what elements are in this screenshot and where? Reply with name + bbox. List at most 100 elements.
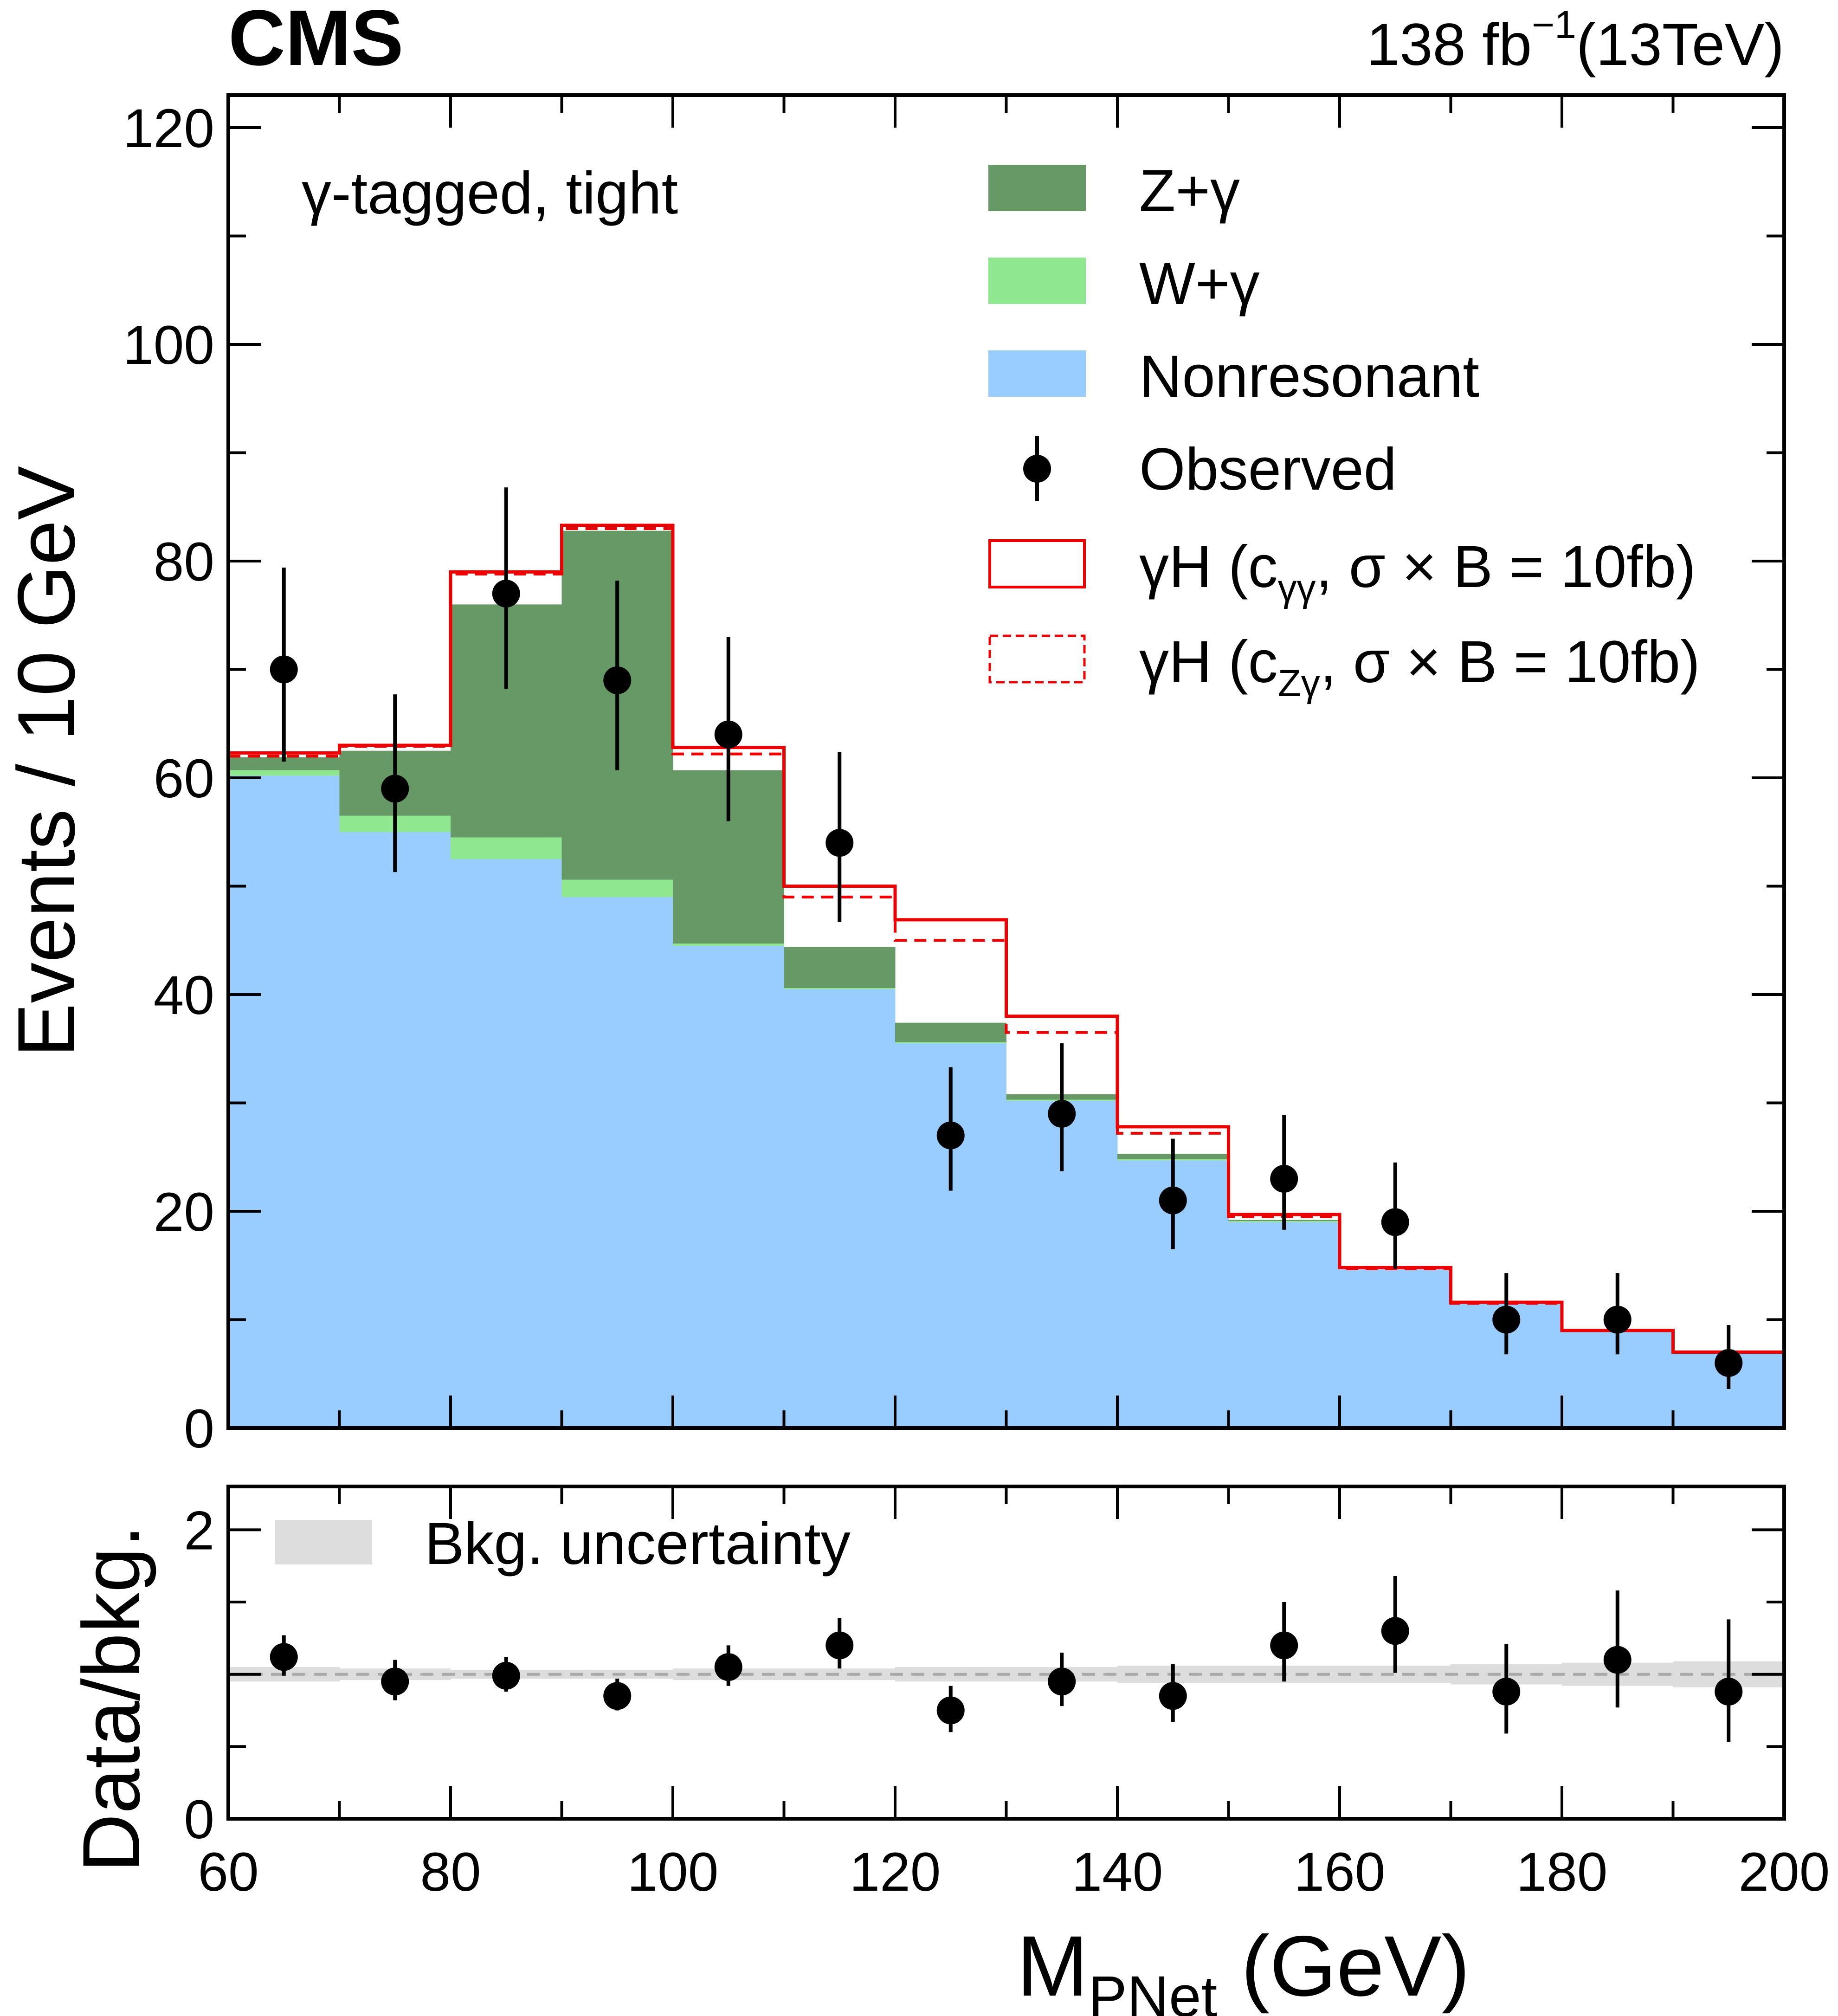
ratio-point-4 <box>714 1653 742 1681</box>
category-annotation: γ-tagged, tight <box>302 160 678 226</box>
legend-swatch-nonresonant <box>988 350 1086 397</box>
main-y-tick-label: 120 <box>123 98 214 159</box>
ratio-panel: 0 2 60 80 100 120 140 160 180 200 Bkg. uncertaint… <box>66 1485 1830 2016</box>
ratio-y-axis-label: Data/bkg. <box>66 1525 157 1872</box>
legend-swatch-observed <box>1023 455 1051 483</box>
x-axis-label-subscript: PNet <box>1088 1964 1217 2016</box>
ratio-point-7 <box>1048 1667 1076 1696</box>
x-tick-label: 120 <box>850 1842 941 1903</box>
legend-label-signal-cgg-rest: , σ × B = 10fb) <box>1316 534 1696 600</box>
ratio-point-3 <box>603 1682 632 1710</box>
lumi-value: 138 fb <box>1367 12 1532 78</box>
ratio-point-1 <box>381 1667 409 1696</box>
x-tick-label: 80 <box>420 1842 481 1903</box>
main-legend: Z+γ W+γ Nonresonant Observed γH (cγγ, σ × B … <box>988 158 1700 704</box>
legend-label-signal-cgg: γH (cγγ, σ × B = 10fb) <box>1139 534 1696 609</box>
ratio-point-5 <box>825 1631 854 1660</box>
legend-swatch-bkg-uncertainty <box>275 1520 372 1564</box>
legend-label-z-gamma: Z+γ <box>1139 158 1240 224</box>
ratio-frame <box>226 1485 1786 1821</box>
bar-nonresonant-2 <box>451 859 562 1428</box>
lumi-label: 138 fb−1(13TeV) <box>1367 3 1784 78</box>
bar-w_gamma-2 <box>451 837 562 859</box>
legend-label-nonresonant: Nonresonant <box>1139 343 1479 410</box>
bar-w_gamma-6 <box>895 1042 1006 1044</box>
x-tick-label: 140 <box>1072 1842 1163 1903</box>
main-y-axis-label: Events / 10 GeV <box>1 466 92 1057</box>
ratio-points <box>270 1576 1743 1743</box>
ratio-point-11 <box>1492 1678 1521 1706</box>
bar-nonresonant-0 <box>228 775 340 1428</box>
bar-nonresonant-9 <box>1228 1222 1340 1428</box>
main-panel: 0 20 40 60 80 100 120 γ-tagged, tight Events /… <box>1 93 1786 1460</box>
bar-nonresonant-1 <box>339 832 451 1428</box>
bar-w_gamma-0 <box>228 770 340 776</box>
observed-point-0 <box>270 655 298 684</box>
bar-w_gamma-4 <box>673 943 784 946</box>
legend-swatch-signal-czg <box>988 634 1086 684</box>
legend-label-signal-cgg-text: γH (c <box>1139 534 1278 600</box>
observed-point-1 <box>381 775 409 803</box>
observed-point-13 <box>1715 1349 1743 1377</box>
main-frame <box>226 93 1786 1430</box>
bar-w_gamma-3 <box>561 879 673 897</box>
legend-label-observed: Observed <box>1139 436 1397 503</box>
observed-data <box>270 487 1743 1389</box>
ratio-point-13 <box>1715 1678 1743 1706</box>
observed-point-2 <box>492 580 520 608</box>
main-y-tick-label: 80 <box>154 531 214 593</box>
legend-swatch-signal-cgg <box>988 539 1086 588</box>
observed-point-3 <box>603 666 632 694</box>
legend-label-bkg-uncertainty: Bkg. uncertainty <box>425 1511 851 1577</box>
ratio-y-tick-label: 2 <box>184 1500 214 1561</box>
cms-label: CMS <box>228 0 404 82</box>
ratio-point-6 <box>936 1696 965 1725</box>
main-y-tick-label: 100 <box>123 315 214 376</box>
ratio-point-2 <box>492 1661 520 1690</box>
legend-swatch-w-gamma <box>988 258 1086 304</box>
lumi-energy: (13TeV) <box>1576 12 1784 78</box>
bar-nonresonant-10 <box>1340 1268 1451 1428</box>
bar-z_gamma-5 <box>784 947 896 989</box>
bar-z_gamma-6 <box>895 1022 1006 1042</box>
lumi-exponent: −1 <box>1532 3 1576 46</box>
observed-point-5 <box>825 829 854 857</box>
bar-nonresonant-3 <box>561 897 673 1428</box>
main-y-tick-label: 0 <box>184 1398 214 1460</box>
x-tick-label: 160 <box>1294 1842 1386 1903</box>
main-y-tick-label: 60 <box>154 748 214 809</box>
x-tick-label: 60 <box>198 1842 258 1903</box>
ratio-point-12 <box>1603 1646 1632 1674</box>
ratio-point-9 <box>1270 1631 1298 1660</box>
bar-nonresonant-5 <box>784 989 896 1428</box>
legend-label-signal-cgg-subscript: γγ <box>1278 567 1316 609</box>
legend-label-w-gamma: W+γ <box>1139 251 1260 317</box>
x-axis-label-main: M <box>1017 1919 1088 2014</box>
ratio-axes: 0 2 60 80 100 120 140 160 180 200 <box>184 1486 1830 1903</box>
main-y-tick-label: 40 <box>154 965 214 1026</box>
x-tick-label: 100 <box>627 1842 719 1903</box>
observed-point-6 <box>936 1121 965 1150</box>
observed-point-11 <box>1492 1305 1521 1334</box>
ratio-point-0 <box>270 1643 298 1671</box>
observed-point-7 <box>1048 1099 1076 1128</box>
legend-label-signal-czg: γH (cZγ, σ × B = 10fb) <box>1139 629 1700 704</box>
ratio-point-10 <box>1381 1617 1409 1645</box>
ratio-point-8 <box>1159 1682 1187 1710</box>
x-axis-label: MPNet (GeV) <box>1017 1919 1470 2016</box>
observed-point-9 <box>1270 1164 1298 1193</box>
x-tick-label: 180 <box>1516 1842 1608 1903</box>
ratio-y-tick-label: 0 <box>184 1789 214 1850</box>
observed-point-4 <box>714 720 742 749</box>
legend-label-signal-czg-subscript: Zγ <box>1278 662 1320 704</box>
bar-w_gamma-5 <box>784 988 896 989</box>
legend-label-signal-czg-text: γH (c <box>1139 629 1278 695</box>
observed-point-10 <box>1381 1208 1409 1236</box>
bar-nonresonant-4 <box>673 945 784 1428</box>
observed-point-12 <box>1603 1305 1632 1334</box>
x-axis-label-unit: (GeV) <box>1217 1919 1470 2014</box>
observed-point-8 <box>1159 1186 1187 1215</box>
x-tick-label: 200 <box>1739 1842 1830 1903</box>
legend-label-signal-czg-rest: , σ × B = 10fb) <box>1320 629 1700 695</box>
